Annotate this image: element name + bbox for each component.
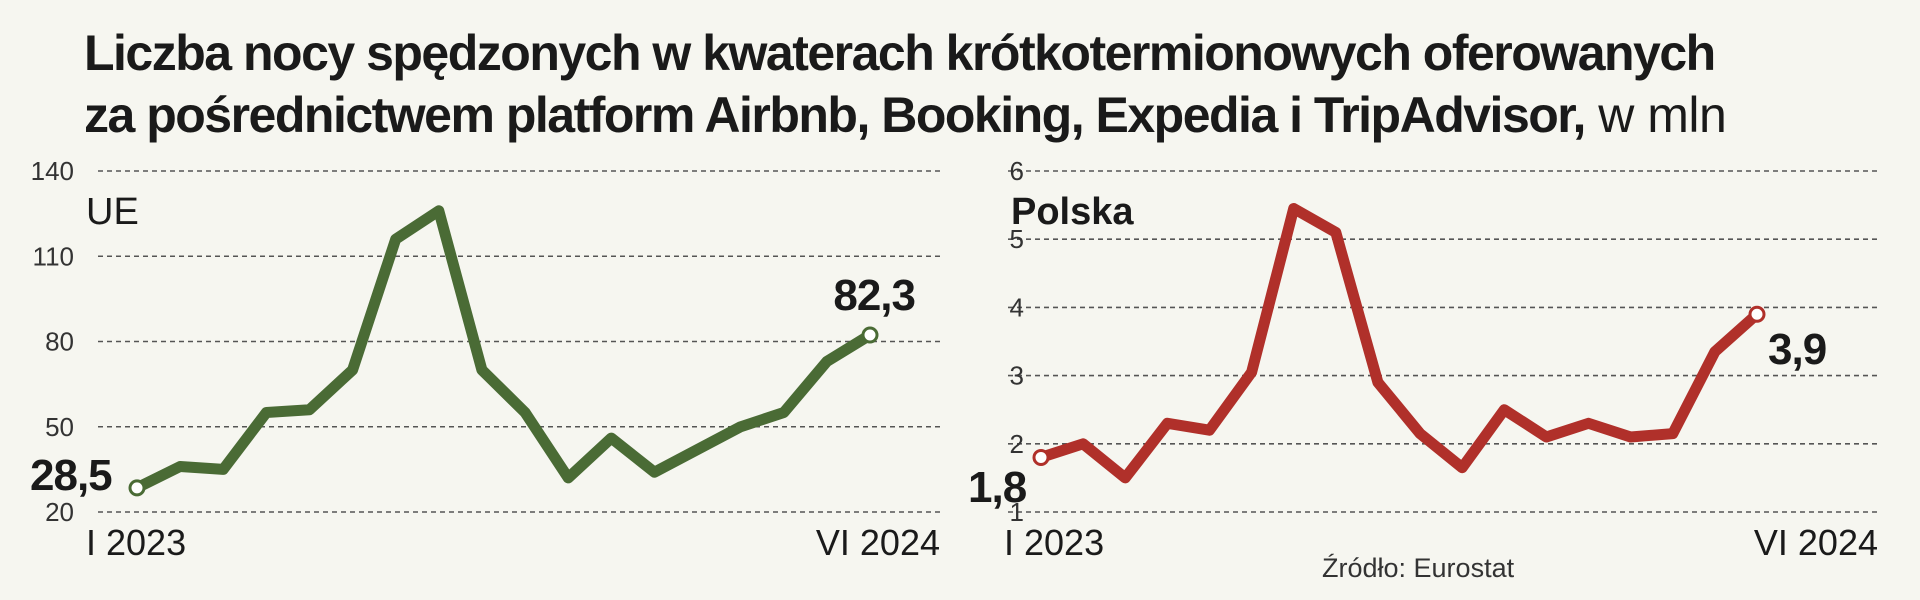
chart-title-line1: Liczba nocy spędzonych w kwaterach krótk… [84, 25, 1716, 81]
source-note: Źródło: Eurostat [1322, 553, 1515, 583]
chart-title-line2: za pośrednictwem platform Airbnb, Bookin… [84, 84, 1904, 146]
ue-region-label: UE [86, 191, 139, 233]
chart-title-unit: w mln [1584, 87, 1727, 143]
chart-title-line2-text: za pośrednictwem platform Airbnb, Bookin… [84, 87, 1586, 143]
pl-region-label: Polska [1011, 191, 1134, 233]
ue-y-tick-140: 140 [31, 156, 74, 186]
ue-x-end-label: VI 2024 [816, 522, 940, 563]
pl-y-ticks: 1 2 3 4 5 6 [1010, 156, 1024, 527]
chart-polska: 1 2 3 4 5 6 Polska I 2023 VI 2024 1,8 3,9 [968, 156, 1878, 563]
ue-series-line [131, 205, 876, 494]
pl-x-start-label: I 2023 [1004, 522, 1104, 563]
ue-x-start-label: I 2023 [86, 522, 186, 563]
chart-title: Liczba nocy spędzonych w kwaterach krótk… [84, 22, 1904, 146]
ue-first-value-label: 28,5 [30, 451, 112, 500]
ue-y-tick-110: 110 [33, 241, 74, 271]
ue-last-point [861, 326, 879, 344]
pl-first-value-label: 1,8 [968, 463, 1027, 512]
pl-y-tick-4: 4 [1010, 292, 1024, 322]
ue-first-point [128, 479, 146, 497]
pl-y-tick-1: 1 [1010, 497, 1024, 527]
pl-last-value-label: 3,9 [1768, 325, 1826, 374]
pl-series-line [1035, 203, 1763, 484]
ue-y-tick-80: 80 [45, 327, 74, 357]
pl-gridlines [1008, 170, 1878, 513]
pl-y-tick-3: 3 [1010, 361, 1024, 391]
ue-y-ticks: 20 50 80 110 140 [31, 156, 74, 527]
ue-y-tick-20: 20 [45, 497, 74, 527]
pl-last-point [1748, 305, 1766, 323]
pl-y-tick-5: 5 [1010, 224, 1024, 254]
pl-x-end-label: VI 2024 [1754, 522, 1878, 563]
pl-first-point [1032, 448, 1050, 466]
chart-ue: 20 50 80 110 140 UE I 2023 VI 2024 28,5 82,3 [30, 156, 940, 563]
ue-y-tick-50: 50 [45, 412, 74, 442]
pl-y-tick-6: 6 [1010, 156, 1024, 186]
pl-y-tick-2: 2 [1010, 429, 1024, 459]
ue-last-value-label: 82,3 [833, 271, 915, 320]
